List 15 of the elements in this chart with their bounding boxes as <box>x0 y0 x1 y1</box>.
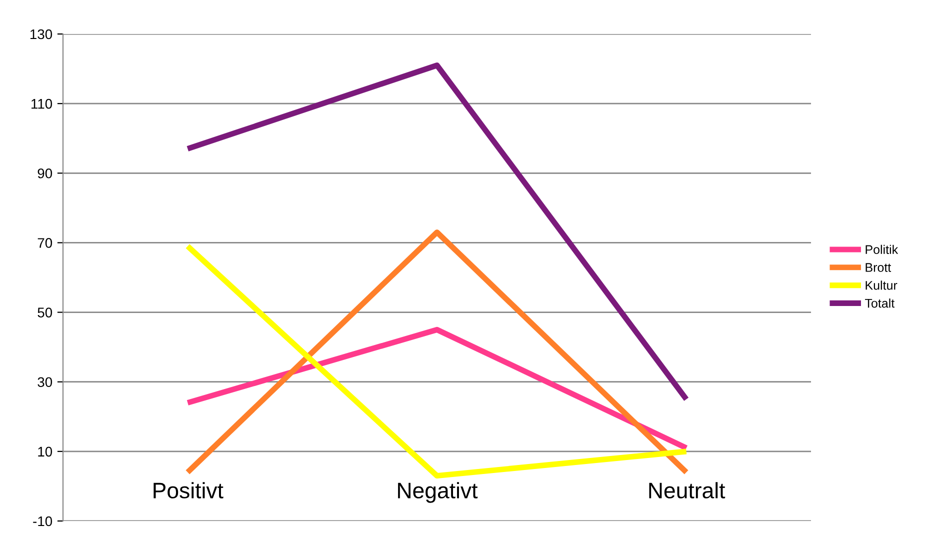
y-tick-label: -10 <box>33 516 52 526</box>
x-tick-label: Neutralt <box>649 482 726 498</box>
legend-label: Brott <box>866 263 892 272</box>
y-tick-label: 10 <box>38 446 52 457</box>
y-tick-label: 30 <box>38 377 52 388</box>
y-tick-label: 110 <box>31 98 52 109</box>
x-tick-label: Positivt <box>154 482 224 498</box>
y-tick-label: 130 <box>30 29 52 40</box>
x-tick-label: Negativt <box>398 482 478 503</box>
legend-label: Totalt <box>865 298 895 308</box>
legend-label: Kultur <box>866 280 898 290</box>
y-tick-label: 70 <box>38 238 52 248</box>
y-tick-label: 50 <box>38 308 52 318</box>
y-tick-label: 90 <box>38 168 52 178</box>
legend-label: Politik <box>866 244 898 254</box>
